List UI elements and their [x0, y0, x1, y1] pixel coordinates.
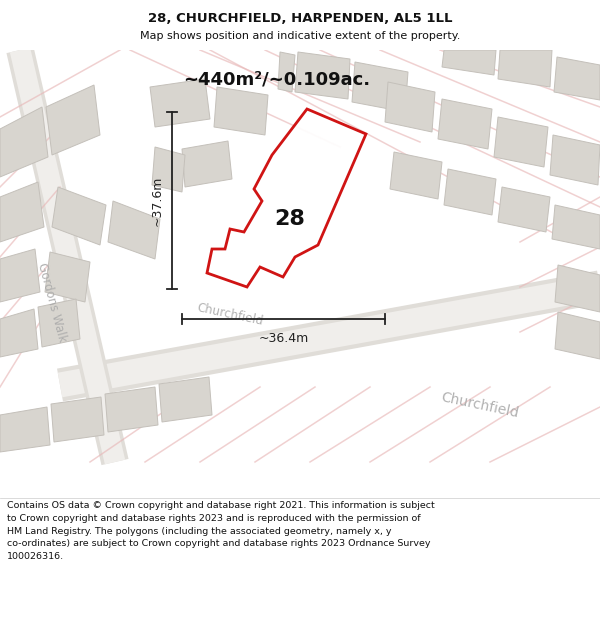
Polygon shape [498, 50, 552, 87]
Polygon shape [0, 107, 48, 177]
Text: 28: 28 [275, 209, 305, 229]
Polygon shape [38, 299, 80, 347]
Polygon shape [555, 312, 600, 359]
Text: Churchfield: Churchfield [440, 390, 520, 420]
Polygon shape [385, 82, 435, 132]
Polygon shape [0, 182, 44, 242]
Text: ~440m²/~0.109ac.: ~440m²/~0.109ac. [183, 70, 370, 88]
Polygon shape [207, 109, 366, 287]
Polygon shape [295, 52, 350, 99]
Text: Contains OS data © Crown copyright and database right 2021. This information is : Contains OS data © Crown copyright and d… [7, 501, 435, 561]
Polygon shape [0, 309, 38, 357]
Text: ~37.6m: ~37.6m [151, 175, 164, 226]
Text: Churchfield: Churchfield [196, 302, 265, 328]
Polygon shape [214, 87, 268, 135]
Polygon shape [438, 99, 492, 149]
Polygon shape [51, 397, 104, 442]
Polygon shape [45, 252, 90, 302]
Text: Gordons Walk: Gordons Walk [35, 261, 69, 343]
Polygon shape [278, 52, 295, 92]
Text: Map shows position and indicative extent of the property.: Map shows position and indicative extent… [140, 31, 460, 41]
Polygon shape [444, 169, 496, 215]
Polygon shape [552, 205, 600, 249]
Polygon shape [52, 187, 106, 245]
Polygon shape [182, 141, 232, 187]
Polygon shape [352, 62, 408, 112]
Polygon shape [554, 57, 600, 100]
Polygon shape [498, 187, 550, 232]
Polygon shape [108, 201, 160, 259]
Text: ~36.4m: ~36.4m [259, 332, 308, 345]
Polygon shape [150, 79, 210, 127]
Polygon shape [494, 117, 548, 167]
Polygon shape [442, 50, 496, 75]
Polygon shape [390, 152, 442, 199]
Polygon shape [0, 407, 50, 452]
Polygon shape [159, 377, 212, 422]
Polygon shape [105, 387, 158, 432]
Polygon shape [0, 249, 40, 302]
Text: 28, CHURCHFIELD, HARPENDEN, AL5 1LL: 28, CHURCHFIELD, HARPENDEN, AL5 1LL [148, 12, 452, 26]
Polygon shape [550, 135, 600, 185]
Polygon shape [46, 85, 100, 155]
Polygon shape [555, 265, 600, 312]
Polygon shape [152, 147, 185, 192]
